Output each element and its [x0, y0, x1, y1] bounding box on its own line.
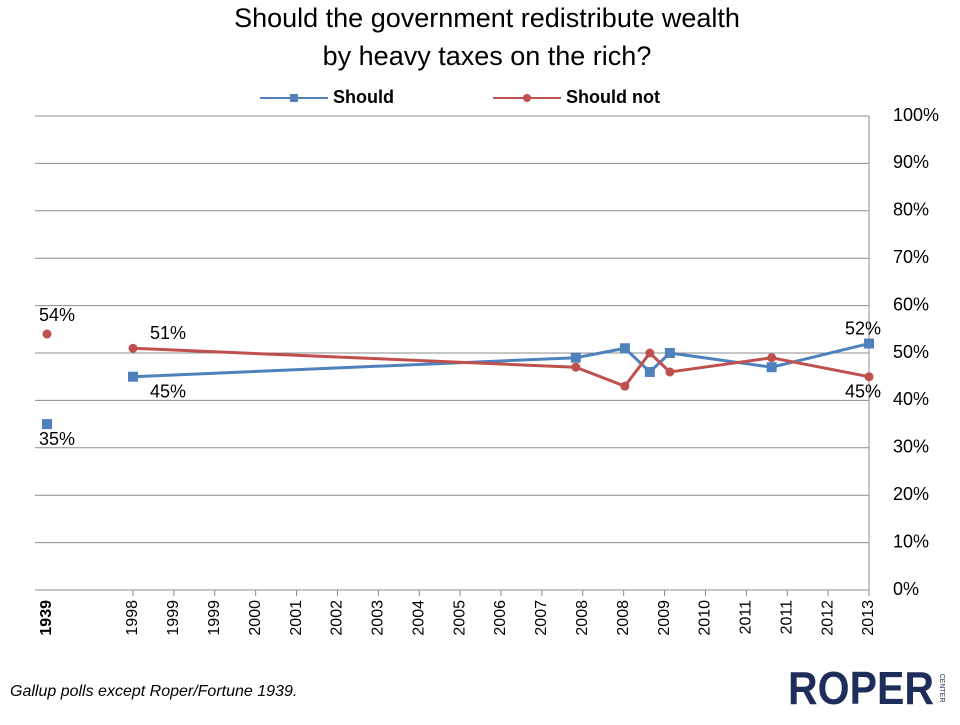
point	[620, 381, 630, 391]
series-line	[132, 346, 870, 388]
data-label: 45%	[845, 381, 881, 401]
point	[42, 419, 52, 430]
x-tick-label: 2007	[533, 600, 550, 636]
point	[665, 367, 675, 377]
y-tick-label: 80%	[893, 200, 929, 220]
x-tick-label: 2013	[860, 600, 877, 636]
chart-title: by heavy taxes on the rich?	[323, 41, 652, 71]
x-tick-label: 2008	[615, 600, 632, 636]
x-tick-label: 2000	[247, 600, 264, 636]
x-tick-label: 2008	[574, 600, 591, 636]
y-tick-label: 0%	[893, 579, 919, 599]
y-tick-label: 70%	[893, 247, 929, 267]
x-tick-label: 1939	[38, 600, 55, 636]
point	[864, 338, 874, 349]
data-label: 35%	[39, 429, 75, 449]
point	[128, 371, 138, 382]
point	[619, 343, 630, 354]
chart-title: Should the government redistribute wealt…	[234, 3, 740, 33]
x-tick-label: 2009	[656, 600, 673, 636]
y-tick-label: 30%	[893, 437, 929, 457]
point	[767, 353, 777, 363]
point	[664, 348, 675, 358]
x-tick-label: 2004	[410, 600, 427, 636]
y-tick-label: 60%	[893, 294, 929, 314]
x-tick-label: 2003	[370, 600, 387, 636]
data-label: 54%	[39, 305, 75, 325]
point	[644, 366, 655, 377]
x-tick-label: 2011	[778, 600, 795, 635]
x-tick-label: 1999	[165, 600, 182, 636]
y-tick-label: 20%	[893, 484, 929, 504]
legend-label: Should	[333, 87, 394, 107]
x-tick-label: 2011	[738, 600, 755, 635]
point	[570, 352, 581, 363]
x-tick-label: 1999	[206, 600, 223, 636]
legend-label: Should not	[566, 87, 660, 107]
legend-marker	[523, 94, 531, 102]
x-tick-label: 2002	[329, 600, 346, 636]
point	[128, 343, 138, 353]
x-tick-label: 2006	[492, 600, 509, 636]
logo-subtext: CENTER	[938, 674, 945, 703]
data-label: 52%	[845, 318, 881, 338]
point	[864, 372, 874, 382]
y-tick-label: 50%	[893, 342, 929, 362]
point	[42, 329, 52, 339]
y-tick-label: 40%	[893, 389, 929, 409]
legend-marker	[290, 94, 298, 102]
data-label: 45%	[150, 381, 186, 401]
x-tick-label: 2005	[451, 600, 468, 636]
y-tick-label: 10%	[893, 531, 929, 551]
footnote: Gallup polls except Roper/Fortune 1939.	[10, 683, 297, 700]
point	[571, 362, 581, 372]
point	[766, 362, 777, 373]
x-tick-label: 2001	[288, 600, 305, 636]
y-tick-label: 90%	[893, 152, 929, 172]
x-tick-label: 1998	[124, 600, 141, 636]
point	[645, 348, 655, 358]
data-label: 51%	[150, 323, 186, 343]
x-tick-label: 2012	[819, 600, 836, 636]
x-tick-label: 2010	[697, 600, 714, 636]
logo: ROPER	[788, 662, 934, 714]
y-tick-label: 100%	[893, 105, 939, 125]
